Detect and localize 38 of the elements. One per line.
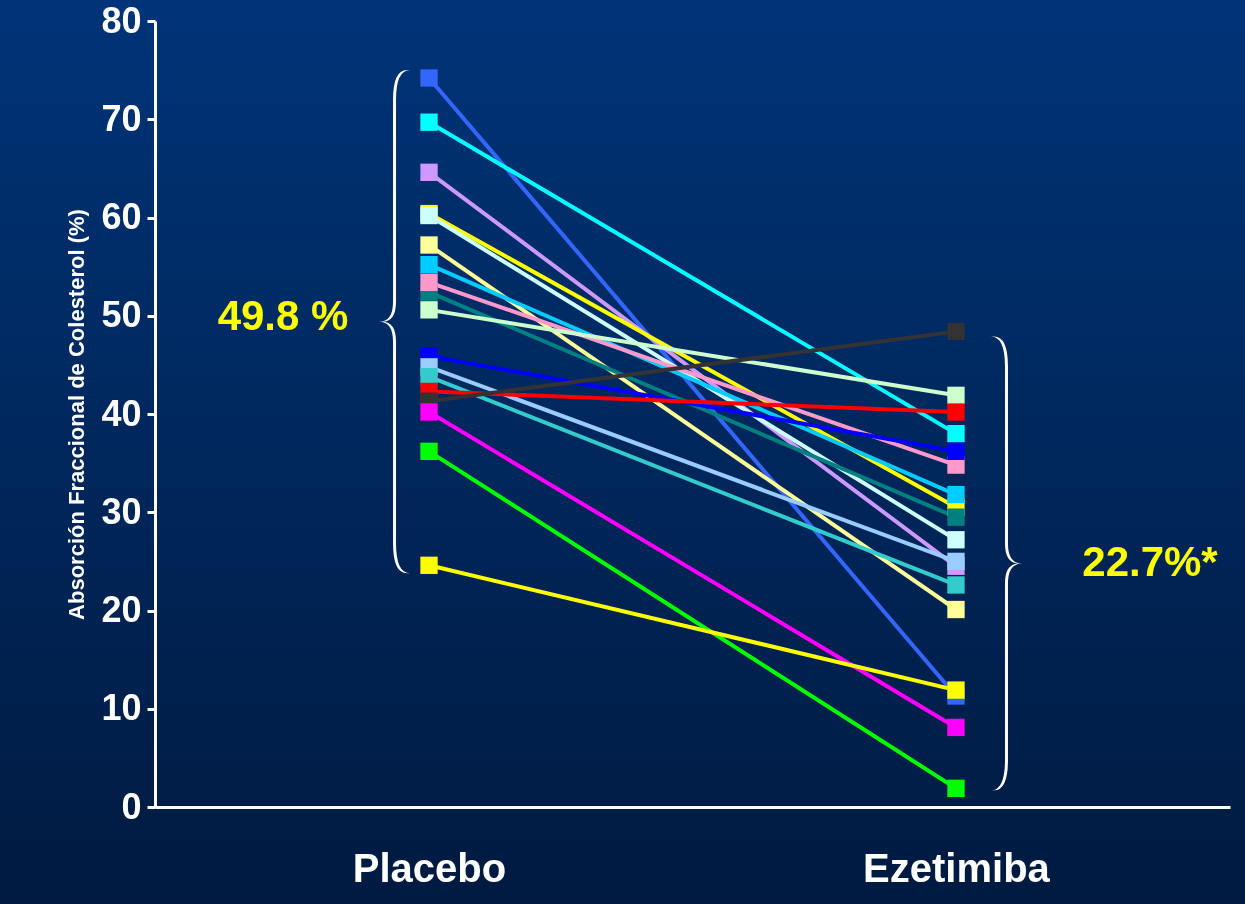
y-tick-label: 80 bbox=[101, 0, 142, 41]
point bbox=[420, 442, 438, 460]
point bbox=[420, 301, 438, 319]
x-tick-label: Ezetimiba bbox=[863, 845, 1051, 890]
point bbox=[420, 113, 438, 131]
point bbox=[947, 322, 965, 341]
point bbox=[947, 779, 965, 797]
y-tick-label: 10 bbox=[101, 687, 142, 729]
point bbox=[947, 600, 965, 619]
y-tick-label: 60 bbox=[101, 196, 142, 237]
annotation: 49.8 % bbox=[217, 292, 349, 339]
point bbox=[420, 403, 438, 421]
point bbox=[947, 508, 965, 526]
point bbox=[420, 236, 438, 254]
point bbox=[947, 531, 965, 549]
point bbox=[947, 485, 965, 504]
point bbox=[947, 718, 965, 737]
point bbox=[947, 424, 965, 443]
point bbox=[420, 556, 438, 574]
x-tick-label: Placebo bbox=[352, 845, 507, 890]
point bbox=[947, 681, 965, 699]
point bbox=[420, 163, 438, 181]
point bbox=[947, 403, 965, 421]
point bbox=[947, 552, 965, 571]
y-tick-label: 70 bbox=[101, 97, 142, 139]
point bbox=[420, 273, 438, 292]
point bbox=[947, 576, 965, 594]
y-axis-title: Absorción Fraccional de Colesterol (%) bbox=[64, 209, 90, 620]
point bbox=[947, 442, 965, 460]
point bbox=[420, 69, 438, 87]
y-tick-label: 0 bbox=[121, 785, 142, 827]
y-tick-label: 20 bbox=[101, 589, 142, 630]
y-tick-label: 50 bbox=[101, 294, 142, 336]
point bbox=[420, 256, 438, 274]
point bbox=[947, 386, 965, 404]
annotation: 22.7%* bbox=[1082, 538, 1219, 585]
y-tick-label: 30 bbox=[101, 490, 142, 532]
y-tick-label: 40 bbox=[101, 392, 142, 434]
